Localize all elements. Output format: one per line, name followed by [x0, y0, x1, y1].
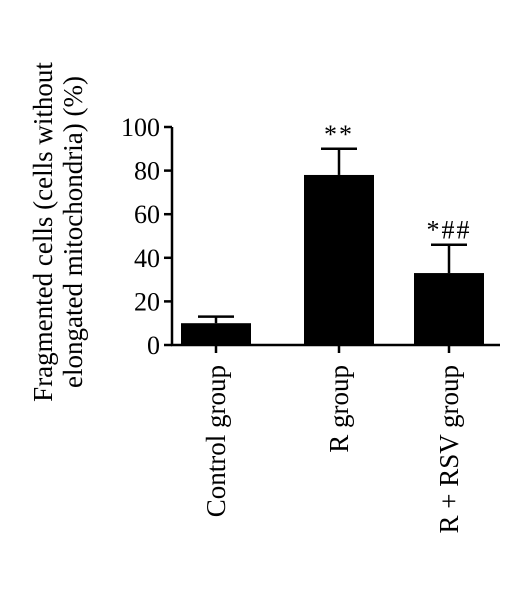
- x-tick-label-2: R group: [324, 365, 354, 453]
- error-bars: [198, 147, 467, 324]
- bar-2: [304, 174, 374, 345]
- bar-1: [181, 323, 251, 345]
- y-tick-label-60: 60: [134, 200, 160, 229]
- y-tick-label-20: 20: [134, 287, 160, 316]
- y-axis-label-line-1: Fragmented cells (cells without: [28, 62, 58, 402]
- y-tick-label-80: 80: [134, 157, 160, 186]
- bar-3: [414, 273, 484, 345]
- y-axis-label-line-2: elongated mitochondria) (%): [58, 76, 88, 388]
- y-tick-label-0: 0: [147, 331, 160, 360]
- y-tick-label-100: 100: [121, 113, 160, 142]
- y-axis-label: Fragmented cells (cells without elongate…: [28, 62, 88, 402]
- x-tick-label-1: Control group: [201, 365, 231, 517]
- y-tick-label-40: 40: [134, 244, 160, 273]
- bars: [181, 174, 484, 345]
- annotation-2: **: [324, 120, 354, 149]
- x-tick-label-3: R + RSV group: [434, 365, 464, 534]
- significance-annotations: ** *##: [324, 120, 472, 245]
- annotation-3: *##: [427, 216, 472, 245]
- x-tick-labels: Control group R group R + RSV group: [201, 345, 464, 534]
